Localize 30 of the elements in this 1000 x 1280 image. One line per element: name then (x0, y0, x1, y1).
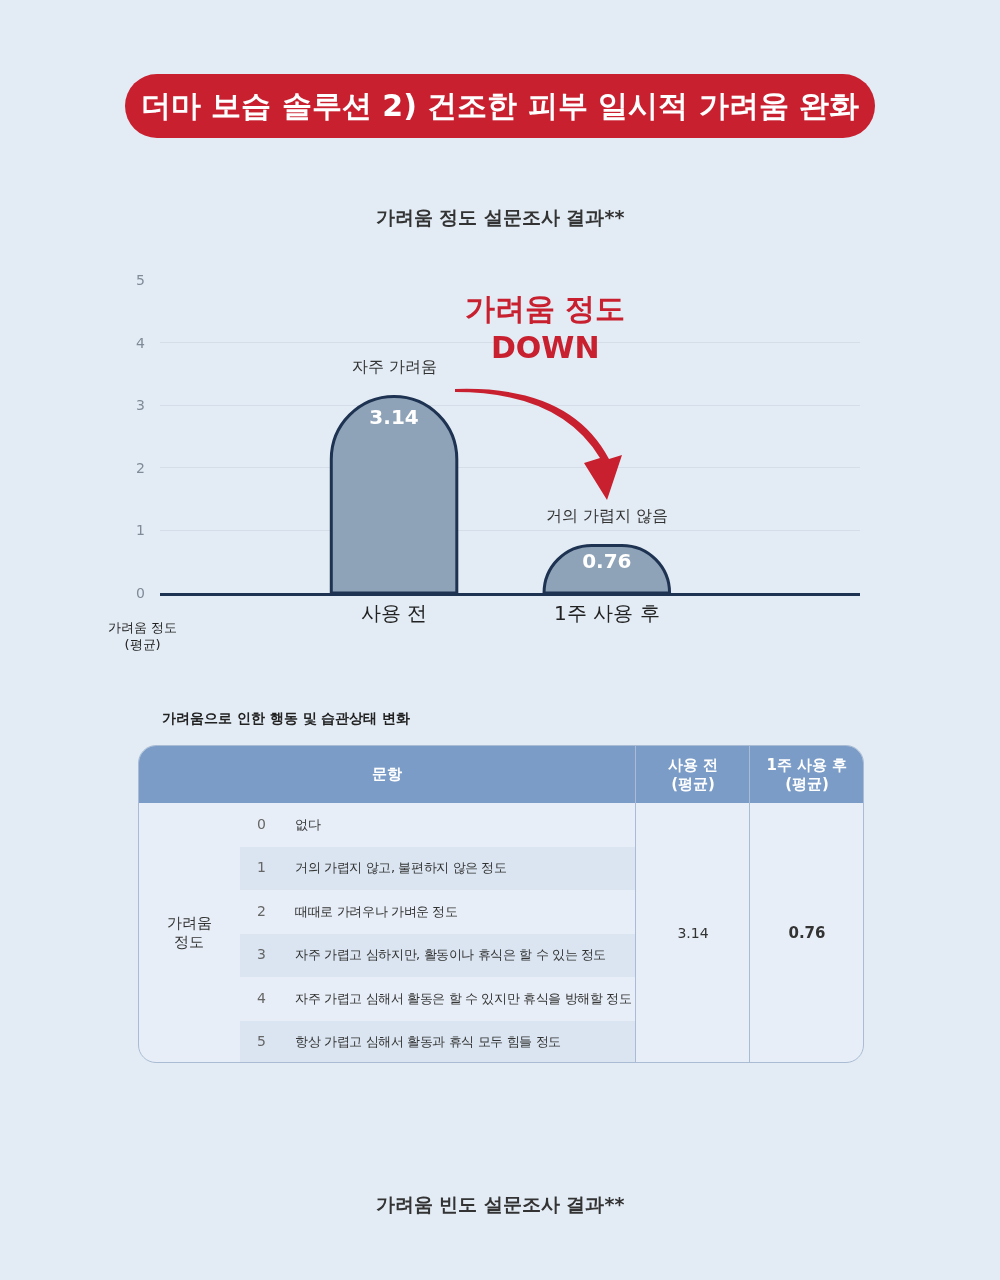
chart-title: 더마 보습 솔루션 2) 건조한 피부 일시적 가려움 완화 (125, 74, 875, 138)
text: 3.14 (635, 803, 750, 1062)
chart-subtitle: 가려움 정도 설문조사 결과** (374, 205, 626, 230)
text: 2 때때로 가려우나 가벼운 정도 (256, 902, 458, 921)
text: 문항 (371, 764, 403, 785)
y-axis-title: 가려움 정도 (평균) (108, 620, 178, 652)
y-tick-label: 1 (136, 522, 145, 539)
text: 가려움 정도 (165, 912, 213, 953)
text: 4 자주 가렵고 심해서 활동은 할 수 있지만 휴식을 방해할 정도 (256, 989, 632, 1008)
y-tick-label: 3 (136, 397, 145, 414)
y-tick-label: 2 (136, 459, 145, 476)
x-tick-label: 사용 전 (360, 601, 428, 625)
y-tick-label: 0 (136, 584, 145, 601)
text: 0 없다 (256, 815, 321, 834)
data-label: 0.76 (582, 549, 632, 574)
text: 가려움 빈도 설문조사 결과** (374, 1192, 626, 1217)
text: 사용 전 (평균) (635, 746, 750, 803)
text: 1 거의 가렵지 않고, 불편하지 않은 정도 (256, 859, 507, 877)
annotation: 자주 가려움 (352, 357, 438, 376)
y-tick-label: 5 (136, 271, 145, 288)
data-label: 3.14 (369, 404, 419, 429)
annotation: 거의 가렵지 않음 (546, 506, 669, 525)
text: 5 항상 가렵고 심해서 활동과 휴식 모두 힘들 정도 (256, 1033, 561, 1051)
x-tick-label: 1주 사용 후 (554, 601, 660, 625)
text: 0.76 (749, 803, 864, 1062)
y-tick-label: 4 (136, 334, 146, 351)
annotation: 가려움 정도 DOWN (465, 291, 626, 365)
text: 가려움으로 인한 행동 및 습관상태 변화 (162, 710, 411, 728)
text: 1주 사용 후 (평균) (749, 746, 864, 803)
text: 3 자주 가렵고 심하지만, 활동이나 휴식은 할 수 있는 정도 (256, 946, 607, 964)
